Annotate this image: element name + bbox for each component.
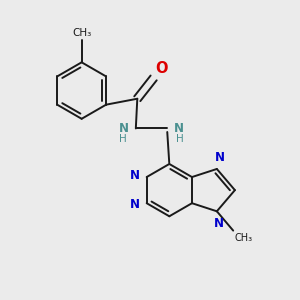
Text: N: N [130,198,140,211]
Text: N: N [130,169,140,182]
Text: N: N [119,122,129,135]
Text: O: O [155,61,168,76]
Text: CH₃: CH₃ [235,233,253,243]
Text: N: N [214,217,224,230]
Text: H: H [119,134,127,144]
Text: CH₃: CH₃ [72,28,91,38]
Text: N: N [174,122,184,135]
Text: H: H [176,134,184,144]
Text: N: N [215,151,225,164]
